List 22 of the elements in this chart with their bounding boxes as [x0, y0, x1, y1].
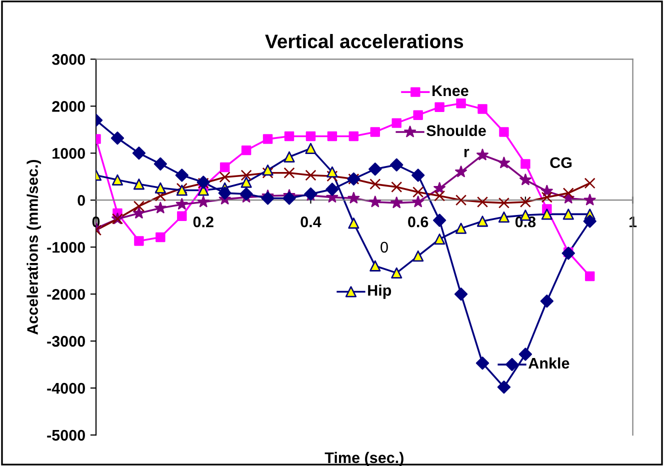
- y-axis-title: Accelerations (mm/sec.): [26, 160, 41, 335]
- y-tick-label: 0: [78, 194, 85, 206]
- series-label: CG: [550, 157, 572, 168]
- y-tick-label: -2000: [47, 288, 85, 300]
- x-tick-label: 0.2: [193, 216, 214, 228]
- chart-title: Vertical accelerations: [265, 34, 464, 48]
- y-tick-label: 3000: [52, 54, 85, 65]
- y-tick-label: 2000: [52, 101, 85, 112]
- y-tick-label: -4000: [47, 382, 85, 394]
- y-tick-label: 1000: [52, 148, 85, 159]
- x-tick-label: 0.4: [300, 216, 322, 228]
- legend-label: Ankle: [528, 357, 570, 369]
- x-tick-label: 0.6: [408, 216, 428, 228]
- legend-label: Knee: [432, 86, 468, 96]
- x-axis-title: Time (sec.): [324, 452, 404, 466]
- y-tick-label: -1000: [47, 242, 85, 253]
- annotation: 0: [380, 242, 388, 253]
- y-tick-label: -3000: [47, 336, 85, 347]
- legend-label: Shoulde: [426, 124, 486, 136]
- legend-label: Hip: [368, 284, 392, 299]
- y-tick-label: -5000: [47, 430, 85, 441]
- annotation: r: [464, 148, 470, 158]
